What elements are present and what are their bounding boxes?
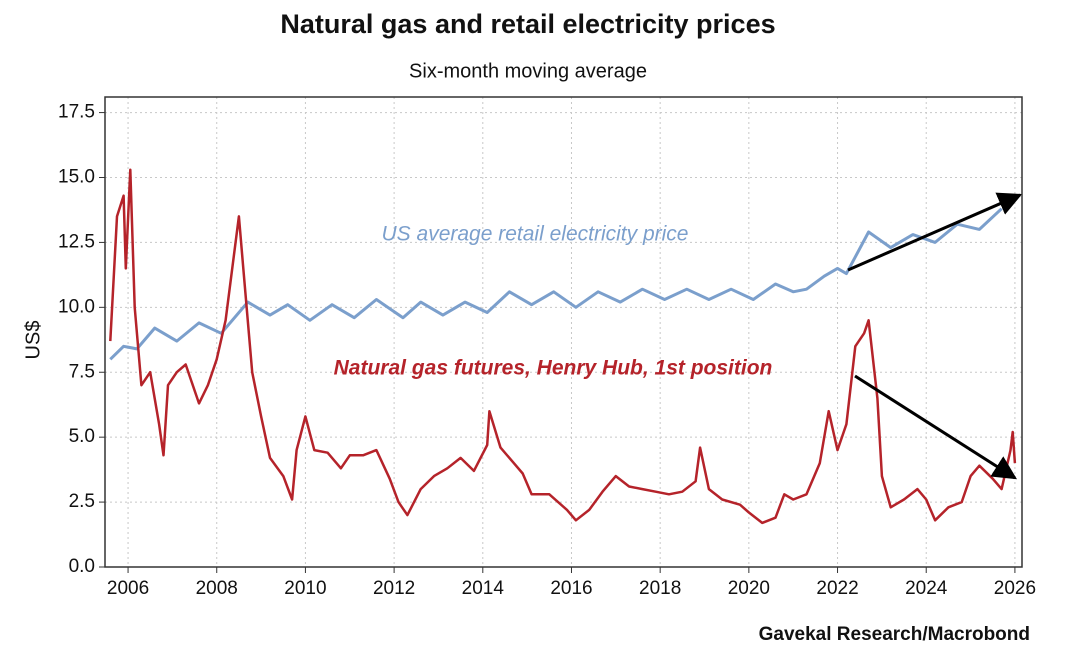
plot-frame [104, 96, 1023, 568]
plot [109, 168, 1017, 525]
y-tick-label: 5.0 [69, 426, 95, 447]
x-tick-label: 2010 [284, 578, 326, 599]
y-axis-label: US$ [22, 321, 44, 360]
y-tick-label: 10.0 [58, 296, 95, 317]
x-tick-label: 2018 [639, 578, 681, 599]
x-tick-label: 2026 [994, 578, 1036, 599]
x-tick-label: 2016 [550, 578, 592, 599]
series-line [109, 168, 1017, 525]
y-tick-label: 17.5 [58, 102, 95, 123]
annotation: Natural gas futures, Henry Hub, 1st posi… [334, 357, 773, 380]
annotation: US average retail electricity price [382, 223, 689, 246]
x-tick-label: 2008 [196, 578, 238, 599]
series-line [109, 207, 1003, 361]
chart-title: Natural gas and retail electricity price… [280, 9, 775, 39]
x-tick-label: 2022 [816, 578, 858, 599]
x-tick-label: 2006 [107, 578, 149, 599]
chart-subtitle: Six-month moving average [409, 60, 647, 82]
x-tick-label: 2014 [462, 578, 505, 599]
y-tick-label: 0.0 [69, 556, 95, 577]
source: Gavekal Research/Macrobond [759, 624, 1030, 645]
x-tick-label: 2012 [373, 578, 415, 599]
y-tick-label: 2.5 [69, 491, 95, 512]
y-tick-label: 12.5 [58, 231, 95, 252]
x-tick-label: 2024 [905, 578, 948, 599]
arrow [847, 192, 1023, 272]
y-tick-label: 15.0 [58, 167, 95, 188]
x-tick-label: 2020 [728, 578, 770, 599]
y-tick-label: 7.5 [69, 361, 95, 382]
arrow [854, 374, 1018, 480]
grid [105, 97, 1022, 568]
